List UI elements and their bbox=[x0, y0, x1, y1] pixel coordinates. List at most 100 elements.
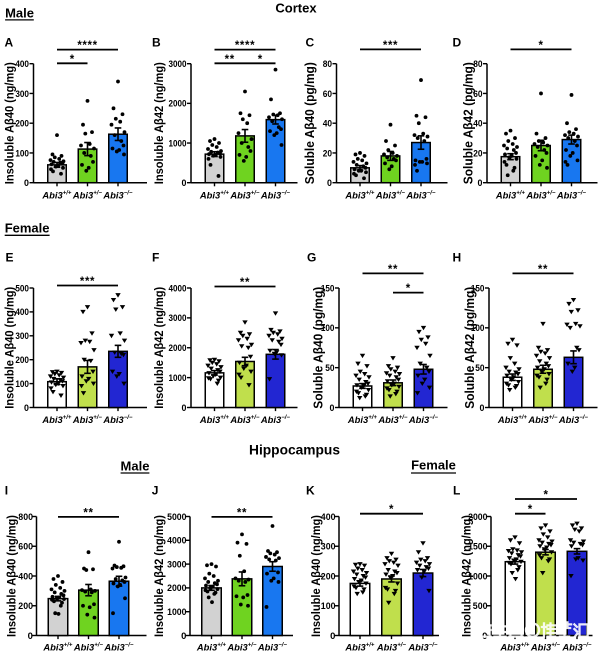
svg-text:0: 0 bbox=[181, 631, 186, 641]
svg-text:**: ** bbox=[388, 264, 398, 276]
svg-text:**: ** bbox=[83, 507, 93, 519]
svg-text:****: **** bbox=[235, 40, 255, 52]
svg-text:400: 400 bbox=[18, 571, 33, 581]
svg-text:400: 400 bbox=[15, 59, 29, 69]
svg-text:0: 0 bbox=[24, 403, 29, 413]
svg-text:**: ** bbox=[237, 507, 247, 519]
svg-text:400: 400 bbox=[15, 307, 29, 317]
svg-text:20: 20 bbox=[473, 148, 482, 158]
svg-text:Abi3+/−: Abi3+/− bbox=[226, 642, 256, 653]
svg-text:1000: 1000 bbox=[169, 138, 187, 148]
svg-text:Abi3+/−: Abi3+/− bbox=[229, 414, 259, 425]
svg-text:***: *** bbox=[383, 40, 398, 52]
svg-text:200: 200 bbox=[18, 601, 33, 611]
svg-text:0: 0 bbox=[24, 178, 29, 188]
svg-text:**: ** bbox=[538, 264, 548, 276]
svg-text:Abi3+/−: Abi3+/− bbox=[530, 642, 560, 653]
svg-text:Abi3+/+: Abi3+/+ bbox=[199, 414, 229, 425]
svg-text:Abi3+/+: Abi3+/+ bbox=[497, 414, 527, 425]
svg-text:0: 0 bbox=[330, 631, 335, 641]
svg-text:F: F bbox=[152, 251, 159, 265]
svg-text:Abi3+/+: Abi3+/+ bbox=[344, 189, 374, 200]
svg-text:Abi3−/−: Abi3−/− bbox=[102, 189, 132, 200]
svg-text:Abi3−/−: Abi3−/− bbox=[102, 414, 132, 425]
svg-text:60: 60 bbox=[473, 89, 482, 99]
svg-text:J: J bbox=[152, 484, 159, 498]
svg-text:Insoluble Aβ42 (ng/mg): Insoluble Aβ42 (ng/mg) bbox=[152, 287, 166, 409]
svg-text:Abi3+/−: Abi3+/− bbox=[377, 414, 407, 425]
svg-text:Abi3−/−: Abi3−/− bbox=[556, 189, 586, 200]
svg-text:Insoluble Aβ42 (ng/mg): Insoluble Aβ42 (ng/mg) bbox=[152, 515, 166, 637]
svg-text:2000: 2000 bbox=[167, 583, 186, 593]
svg-text:Abi3+/+: Abi3+/+ bbox=[347, 414, 377, 425]
svg-text:Abi3−/−: Abi3−/− bbox=[407, 642, 437, 653]
svg-text:0: 0 bbox=[182, 403, 187, 413]
svg-text:Insoluble Aβ40 (ng/mg): Insoluble Aβ40 (ng/mg) bbox=[309, 515, 323, 637]
svg-text:Abi3+/−: Abi3+/− bbox=[527, 414, 557, 425]
svg-text:Abi3−/−: Abi3−/− bbox=[260, 414, 290, 425]
svg-text:0: 0 bbox=[327, 178, 332, 188]
svg-text:100: 100 bbox=[471, 323, 485, 333]
svg-text:Soluble Aβ42 (pg/mg): Soluble Aβ42 (pg/mg) bbox=[463, 287, 477, 409]
svg-text:Abi3+/+: Abi3+/+ bbox=[41, 414, 71, 425]
svg-text:*: * bbox=[528, 504, 533, 516]
svg-text:Abi3+/+: Abi3+/+ bbox=[499, 642, 529, 653]
svg-text:I: I bbox=[5, 484, 8, 498]
svg-text:****: **** bbox=[77, 40, 97, 52]
svg-text:Abi3−/−: Abi3−/− bbox=[260, 189, 290, 200]
svg-text:3000: 3000 bbox=[169, 59, 187, 69]
svg-text:B: B bbox=[152, 36, 161, 50]
svg-text:Abi3−/−: Abi3−/− bbox=[257, 642, 287, 653]
svg-text:200: 200 bbox=[15, 355, 29, 365]
svg-text:Abi3−/−: Abi3−/− bbox=[103, 642, 133, 653]
svg-text:3000: 3000 bbox=[167, 559, 186, 569]
svg-text:Male: Male bbox=[121, 459, 150, 474]
svg-text:A: A bbox=[5, 36, 14, 50]
svg-text:Abi3+/+: Abi3+/+ bbox=[344, 642, 374, 653]
svg-text:C: C bbox=[306, 36, 315, 50]
svg-text:4000: 4000 bbox=[169, 283, 187, 293]
svg-text:80: 80 bbox=[323, 59, 332, 69]
svg-text:Soluble Aβ40 (pg/mg): Soluble Aβ40 (pg/mg) bbox=[303, 62, 317, 184]
svg-text:Abi3+/−: Abi3+/− bbox=[376, 642, 406, 653]
svg-text:800: 800 bbox=[18, 512, 33, 522]
svg-text:200: 200 bbox=[15, 119, 29, 129]
svg-text:2000: 2000 bbox=[169, 99, 187, 109]
svg-text:Abi3+/+: Abi3+/+ bbox=[199, 189, 229, 200]
svg-text:E: E bbox=[6, 251, 14, 265]
svg-text:400: 400 bbox=[321, 512, 336, 522]
svg-text:K: K bbox=[306, 484, 315, 498]
svg-text:2000: 2000 bbox=[468, 512, 487, 522]
svg-text:1500: 1500 bbox=[468, 542, 487, 552]
svg-text:Abi3−/−: Abi3−/− bbox=[558, 414, 588, 425]
svg-text:80: 80 bbox=[473, 59, 482, 69]
svg-text:0: 0 bbox=[330, 403, 335, 413]
svg-text:20: 20 bbox=[323, 148, 332, 158]
svg-text:**: ** bbox=[225, 54, 235, 66]
svg-text:1000: 1000 bbox=[167, 607, 186, 617]
svg-text:Insoluble Aβ42 (ng/mg): Insoluble Aβ42 (ng/mg) bbox=[152, 62, 166, 184]
svg-text:500: 500 bbox=[15, 283, 29, 293]
svg-text:100: 100 bbox=[15, 379, 29, 389]
svg-text:Female: Female bbox=[5, 221, 50, 236]
svg-text:Abi3−/−: Abi3−/− bbox=[405, 189, 435, 200]
svg-text:*: * bbox=[389, 504, 394, 516]
svg-text:H: H bbox=[453, 251, 462, 265]
svg-text:G: G bbox=[307, 251, 316, 265]
svg-text:1000: 1000 bbox=[169, 373, 187, 383]
svg-text:Abi3+/+: Abi3+/+ bbox=[41, 189, 71, 200]
svg-text:Abi3+/+: Abi3+/+ bbox=[42, 642, 72, 653]
svg-text:50: 50 bbox=[325, 363, 334, 373]
svg-text:5000: 5000 bbox=[167, 512, 186, 522]
svg-text:Abi3+/+: Abi3+/+ bbox=[196, 642, 226, 653]
svg-text:0: 0 bbox=[28, 631, 33, 641]
svg-text:3000: 3000 bbox=[169, 313, 187, 323]
svg-text:*: * bbox=[406, 283, 411, 295]
svg-text:0: 0 bbox=[478, 178, 483, 188]
svg-text:Abi3+/−: Abi3+/− bbox=[72, 189, 102, 200]
svg-text:40: 40 bbox=[473, 119, 482, 129]
svg-text:Female: Female bbox=[411, 458, 456, 473]
svg-text:150: 150 bbox=[471, 283, 485, 293]
svg-text:*: * bbox=[258, 54, 263, 66]
svg-text:Abi3+/−: Abi3+/− bbox=[72, 414, 102, 425]
